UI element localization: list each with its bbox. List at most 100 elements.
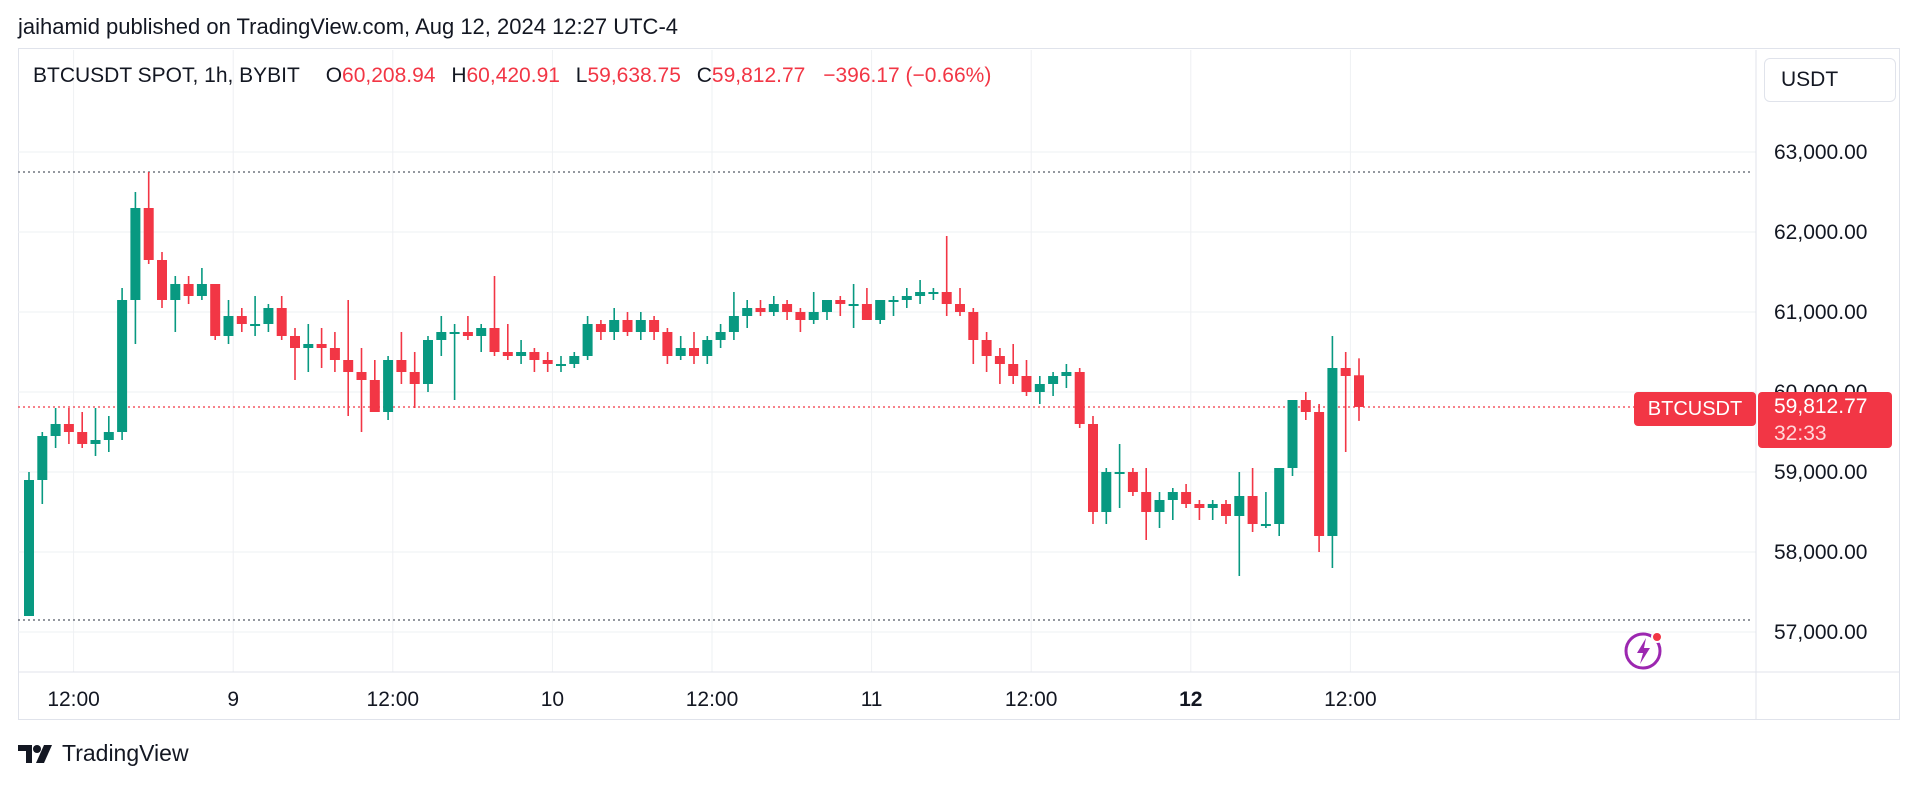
candle-body — [476, 328, 487, 336]
x-tick-label: 12:00 — [686, 688, 739, 711]
candle-body — [861, 304, 872, 320]
candle-body — [502, 352, 513, 356]
candle — [369, 360, 380, 412]
candle-body — [409, 372, 420, 384]
candle-body — [1048, 376, 1059, 384]
candle — [210, 284, 221, 340]
candle-body — [928, 292, 939, 294]
candle-body — [1194, 504, 1205, 508]
candle — [582, 316, 593, 360]
candle-body — [369, 380, 380, 412]
candle-body — [236, 316, 247, 324]
candle — [449, 324, 460, 400]
candle — [1327, 336, 1338, 568]
last-price-symbol-badge: BTCUSDT — [1634, 392, 1756, 426]
candle — [861, 288, 872, 320]
candle — [808, 292, 819, 324]
candle — [1154, 492, 1165, 528]
candle-body — [542, 360, 553, 364]
ohlc-legend: BTCUSDT SPOT, 1h, BYBIT O60,208.94 H60,4… — [33, 64, 991, 88]
candle — [436, 316, 447, 356]
candle-body — [1141, 492, 1152, 512]
candle — [516, 340, 527, 364]
candle — [715, 324, 726, 348]
legend-open-value: 60,208.94 — [342, 64, 436, 87]
x-tick-label: 9 — [227, 688, 239, 711]
candle — [1074, 368, 1085, 428]
candle — [888, 296, 899, 316]
candle — [875, 300, 886, 324]
candle-body — [702, 340, 713, 356]
tradingview-logo-icon — [18, 744, 52, 763]
candle-body — [117, 300, 128, 432]
candle-body — [728, 316, 739, 332]
candle — [1141, 468, 1152, 540]
candle-body — [915, 292, 926, 296]
candle — [1127, 468, 1138, 496]
candle-body — [675, 348, 686, 356]
candle — [835, 296, 846, 316]
candle-body — [37, 436, 48, 480]
candle-body — [715, 332, 726, 340]
candle — [329, 332, 340, 372]
candle — [77, 412, 88, 448]
reference-lines — [18, 171, 1756, 621]
legend-low-label: L — [575, 64, 588, 87]
candle — [649, 316, 660, 340]
legend-change: −396.17 (−0.66%) — [823, 64, 992, 87]
candle-body — [1221, 504, 1231, 516]
candle-body — [449, 332, 460, 334]
candle-body — [303, 344, 314, 348]
candle — [915, 280, 926, 304]
candle — [90, 408, 101, 456]
candle — [236, 308, 247, 332]
candle-body — [103, 432, 114, 440]
x-tick-label: 11 — [861, 688, 883, 711]
candle-body — [329, 348, 340, 360]
candle-body — [556, 364, 566, 366]
candle-body — [808, 312, 819, 320]
candle-body — [516, 352, 527, 356]
candle — [1194, 500, 1205, 520]
currency-button[interactable]: USDT — [1764, 58, 1896, 102]
candle-body — [343, 360, 354, 372]
candle — [1340, 352, 1351, 452]
candle-body — [1167, 492, 1178, 500]
candle-body — [157, 260, 167, 300]
candle — [117, 288, 128, 440]
x-tick-label: 12:00 — [1005, 688, 1058, 711]
candle — [1221, 500, 1231, 524]
tradingview-logo[interactable]: TradingView — [18, 740, 189, 767]
candle — [276, 296, 287, 340]
candle — [635, 312, 646, 340]
candle — [1354, 358, 1364, 421]
candle-body — [742, 308, 753, 316]
candle — [1021, 360, 1032, 396]
legend-close-label: C — [696, 64, 712, 87]
candle-body — [183, 284, 194, 296]
candle-body — [795, 312, 806, 320]
candle-body — [529, 352, 540, 360]
candle — [356, 348, 367, 432]
candle — [24, 472, 34, 616]
candle-body — [1154, 500, 1165, 512]
lightning-icon[interactable] — [1624, 628, 1666, 670]
candle-body — [1260, 524, 1271, 526]
candle — [1247, 468, 1258, 532]
candle-body — [24, 480, 34, 616]
candle — [343, 300, 354, 416]
candle-body — [848, 304, 859, 306]
candle-body — [1114, 472, 1125, 474]
candle — [170, 276, 181, 332]
candle — [1260, 492, 1271, 528]
candle-body — [755, 308, 766, 312]
candle-body — [622, 320, 633, 332]
candle — [689, 332, 699, 364]
candle-body — [90, 440, 101, 444]
candle — [1114, 444, 1125, 508]
candle — [901, 288, 912, 308]
candle — [742, 300, 753, 328]
candle — [476, 324, 487, 352]
candles — [24, 172, 1364, 616]
